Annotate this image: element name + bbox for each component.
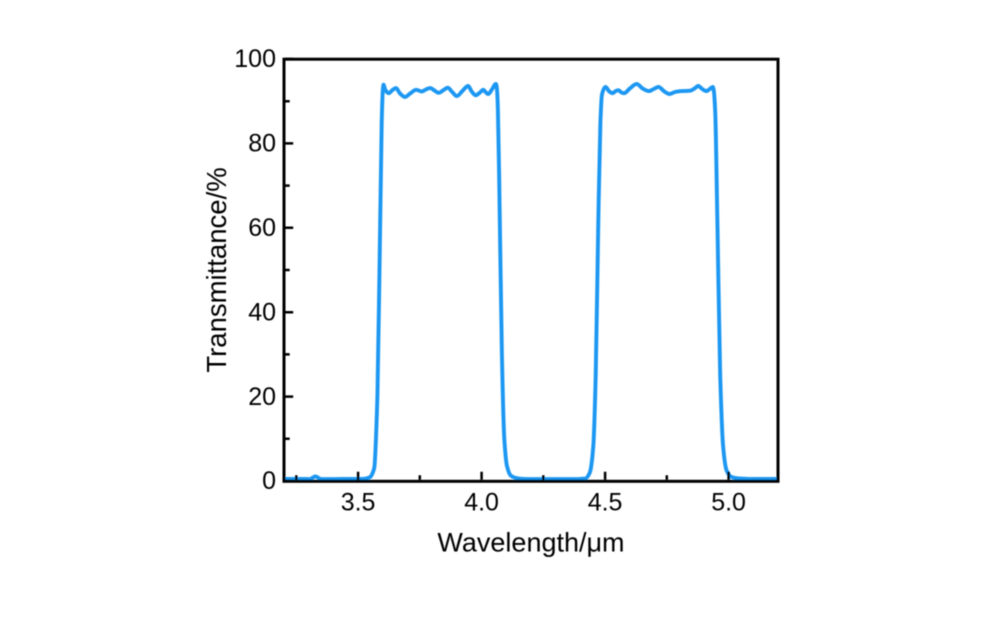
svg-text:0: 0 xyxy=(262,467,276,495)
svg-text:40: 40 xyxy=(248,298,276,326)
svg-text:20: 20 xyxy=(248,383,276,411)
svg-text:4.5: 4.5 xyxy=(588,488,623,516)
svg-text:Wavelength/μm: Wavelength/μm xyxy=(437,528,624,558)
svg-text:5.0: 5.0 xyxy=(711,488,746,516)
svg-text:3.5: 3.5 xyxy=(341,488,376,516)
svg-text:60: 60 xyxy=(248,214,276,242)
svg-text:100: 100 xyxy=(234,45,276,73)
svg-text:80: 80 xyxy=(248,130,276,158)
svg-text:4.0: 4.0 xyxy=(464,488,499,516)
svg-text:Transmittance/%: Transmittance/% xyxy=(201,167,232,372)
